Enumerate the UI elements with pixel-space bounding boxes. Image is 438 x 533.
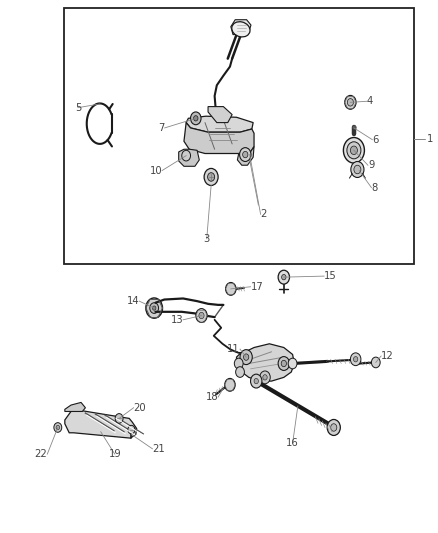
Circle shape bbox=[288, 358, 297, 369]
Text: 7: 7 bbox=[158, 123, 165, 133]
Polygon shape bbox=[231, 20, 251, 35]
Text: 19: 19 bbox=[108, 449, 121, 459]
Circle shape bbox=[182, 150, 191, 161]
Circle shape bbox=[115, 414, 123, 423]
Circle shape bbox=[204, 168, 218, 185]
Circle shape bbox=[351, 161, 364, 177]
Circle shape bbox=[347, 99, 353, 106]
Text: 13: 13 bbox=[170, 315, 183, 325]
Text: 1: 1 bbox=[427, 134, 434, 143]
Circle shape bbox=[191, 112, 201, 125]
Circle shape bbox=[282, 274, 286, 280]
Text: 18: 18 bbox=[205, 392, 218, 402]
Circle shape bbox=[353, 357, 358, 362]
Text: 9: 9 bbox=[368, 160, 374, 170]
Circle shape bbox=[343, 138, 364, 163]
Circle shape bbox=[54, 423, 62, 432]
Circle shape bbox=[152, 306, 156, 310]
Text: 22: 22 bbox=[35, 449, 47, 459]
Circle shape bbox=[243, 151, 248, 158]
Circle shape bbox=[254, 378, 258, 384]
Polygon shape bbox=[65, 409, 137, 438]
Circle shape bbox=[345, 95, 356, 109]
Text: 2: 2 bbox=[261, 209, 267, 219]
Text: 21: 21 bbox=[152, 444, 165, 454]
Polygon shape bbox=[65, 402, 85, 411]
Circle shape bbox=[194, 116, 198, 121]
Circle shape bbox=[331, 424, 337, 431]
Circle shape bbox=[278, 270, 290, 284]
Circle shape bbox=[371, 357, 380, 368]
Text: 3: 3 bbox=[204, 234, 210, 244]
Text: 15: 15 bbox=[324, 271, 337, 281]
Circle shape bbox=[350, 146, 357, 155]
Text: 16: 16 bbox=[286, 439, 299, 448]
Circle shape bbox=[281, 360, 286, 367]
Text: 17: 17 bbox=[251, 282, 263, 292]
Polygon shape bbox=[186, 116, 253, 132]
Polygon shape bbox=[179, 149, 199, 166]
Circle shape bbox=[354, 165, 361, 174]
Polygon shape bbox=[184, 123, 254, 154]
Text: 14: 14 bbox=[127, 296, 139, 306]
Circle shape bbox=[263, 375, 267, 380]
Text: 12: 12 bbox=[381, 351, 394, 361]
Circle shape bbox=[278, 357, 290, 370]
Circle shape bbox=[150, 303, 159, 313]
Text: 8: 8 bbox=[371, 183, 378, 192]
Text: 6: 6 bbox=[372, 135, 379, 144]
Circle shape bbox=[146, 298, 162, 318]
Circle shape bbox=[56, 425, 60, 430]
Circle shape bbox=[236, 367, 244, 377]
Polygon shape bbox=[208, 107, 232, 123]
Circle shape bbox=[208, 173, 215, 181]
Bar bbox=[64, 8, 414, 264]
Polygon shape bbox=[237, 147, 254, 165]
Text: 10: 10 bbox=[149, 166, 162, 175]
Text: 4: 4 bbox=[367, 96, 373, 106]
Circle shape bbox=[251, 374, 262, 388]
Circle shape bbox=[244, 354, 249, 360]
Circle shape bbox=[327, 419, 340, 435]
Text: 20: 20 bbox=[134, 403, 146, 413]
Circle shape bbox=[226, 282, 236, 295]
Polygon shape bbox=[237, 344, 294, 381]
Circle shape bbox=[199, 312, 204, 319]
Circle shape bbox=[350, 353, 361, 366]
Ellipse shape bbox=[232, 22, 250, 37]
Circle shape bbox=[347, 142, 361, 159]
Circle shape bbox=[234, 358, 243, 369]
Circle shape bbox=[225, 378, 235, 391]
Circle shape bbox=[196, 309, 207, 322]
Text: 5: 5 bbox=[75, 103, 81, 112]
Circle shape bbox=[128, 425, 135, 434]
Circle shape bbox=[240, 148, 251, 161]
Circle shape bbox=[260, 371, 270, 384]
Circle shape bbox=[240, 350, 252, 365]
Text: 11: 11 bbox=[227, 344, 240, 354]
